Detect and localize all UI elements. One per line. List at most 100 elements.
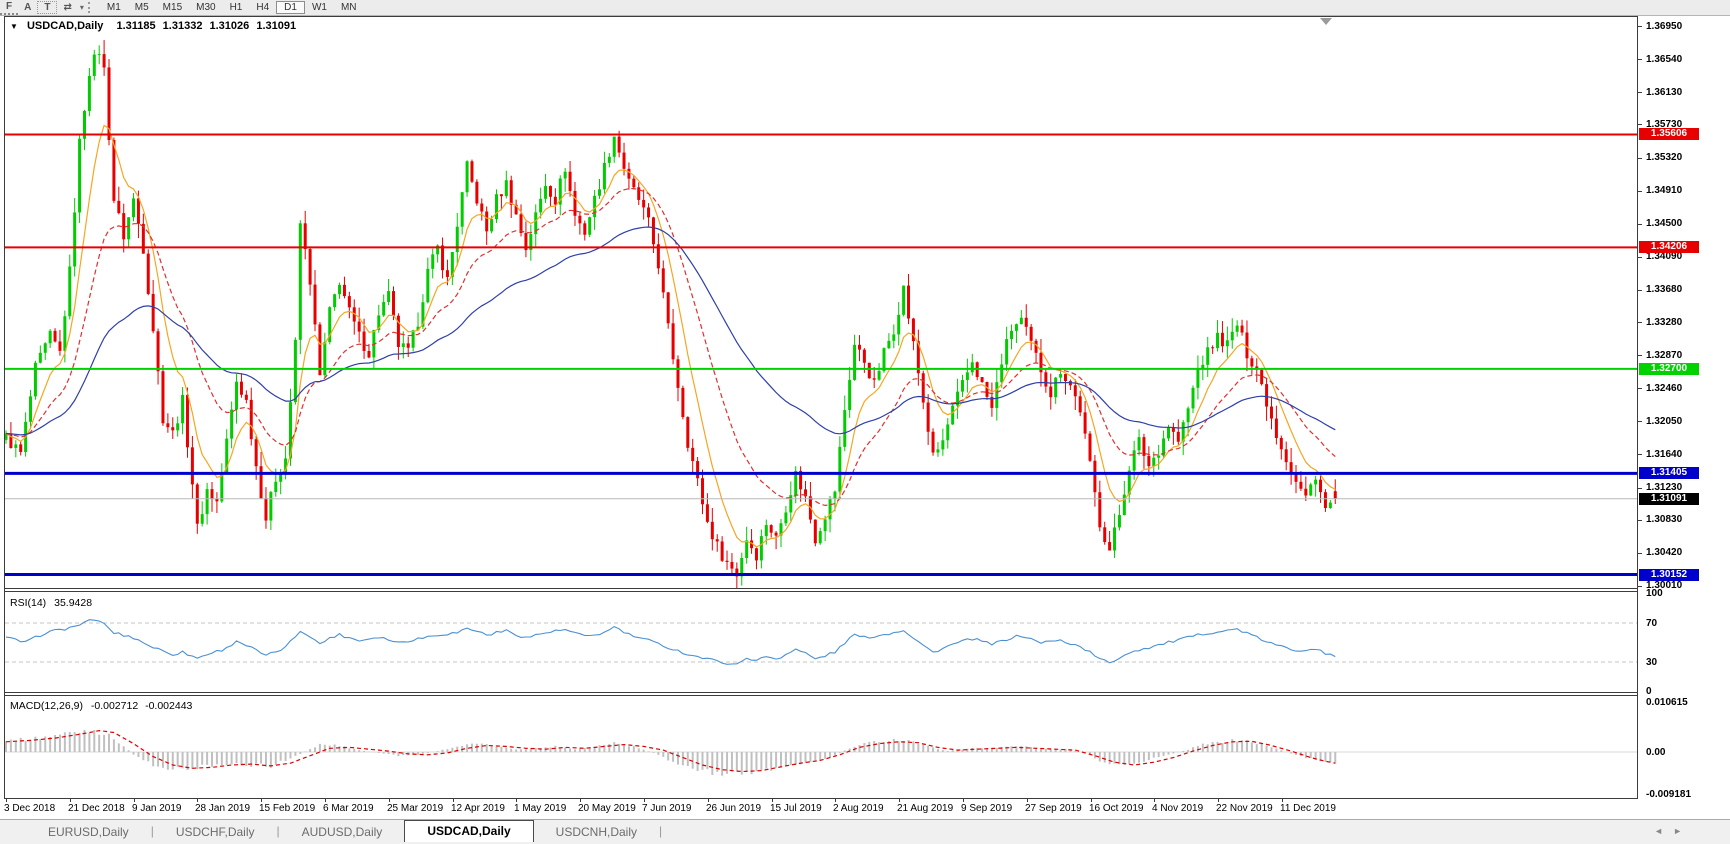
fibonacci-tool-icon[interactable]: F <box>0 0 19 15</box>
date-tick <box>899 798 900 802</box>
rsi-axis-label: 70 <box>1646 618 1658 629</box>
date-tick-label: 25 Mar 2019 <box>387 803 444 814</box>
tool-dropdown-caret-icon[interactable]: ▾ <box>79 3 84 12</box>
axis-tick <box>1637 553 1642 554</box>
axis-tick <box>1637 257 1642 258</box>
axis-tick <box>1637 388 1642 389</box>
price-chart-canvas[interactable] <box>5 17 1637 588</box>
tab-scroll-left-icon[interactable]: ◄ <box>1654 826 1674 836</box>
macd-name: MACD(12,26,9) <box>10 700 83 712</box>
axis-tick-label: 1.34500 <box>1646 218 1683 229</box>
date-tick <box>1091 798 1092 802</box>
shapes-tool-icon[interactable]: ⇄ <box>63 2 72 13</box>
tab-scroll-right-icon[interactable]: ► <box>1673 826 1692 836</box>
date-tick-label: 12 Apr 2019 <box>451 803 505 814</box>
date-tick <box>644 798 645 802</box>
date-tick <box>1154 798 1155 802</box>
axis-tick-label: 1.36130 <box>1646 87 1683 98</box>
axis-tick <box>1637 26 1642 27</box>
axis-tick <box>1637 59 1642 60</box>
date-tick <box>261 798 262 802</box>
axis-tick-label: 1.32460 <box>1646 383 1683 394</box>
price-level-badge: 1.34206 <box>1639 241 1699 253</box>
date-tick-label: 2 Aug 2019 <box>833 803 884 814</box>
main-rsi-separator-a[interactable] <box>4 588 1638 589</box>
chart-tab-usdcad[interactable]: USDCAD,Daily <box>404 820 534 842</box>
date-tick <box>772 798 773 802</box>
date-tick-label: 26 Jun 2019 <box>706 803 762 814</box>
ohlc-open: 1.31185 <box>116 20 156 32</box>
date-tick-label: 20 May 2019 <box>578 803 636 814</box>
tab-divider: | <box>659 824 663 838</box>
ohlc-low: 1.31026 <box>209 20 250 32</box>
date-tick <box>580 798 581 802</box>
chart-shift-marker-icon[interactable] <box>1320 18 1332 25</box>
date-tick-label: 21 Dec 2018 <box>68 803 125 814</box>
timeframe-m15-button[interactable]: M15 <box>162 2 183 13</box>
date-tick <box>6 798 7 802</box>
date-tick <box>1027 798 1028 802</box>
date-tick <box>325 798 326 802</box>
date-tick <box>453 798 454 802</box>
timeframe-m30-button[interactable]: M30 <box>196 2 216 13</box>
date-tick <box>1218 798 1219 802</box>
date-tick-label: 6 Mar 2019 <box>323 803 374 814</box>
symbol-dropdown-icon[interactable]: ▼ <box>10 22 18 31</box>
date-tick <box>963 798 964 802</box>
axis-tick-label: 1.32870 <box>1646 350 1683 361</box>
timeframe-mn-button[interactable]: MN <box>340 2 357 13</box>
chart-tab-eurusd[interactable]: EURUSD,Daily <box>48 825 129 839</box>
chart-axis-border <box>1637 16 1638 799</box>
date-tick <box>708 798 709 802</box>
chart-tab-usdcnh[interactable]: USDCNH,Daily <box>555 825 638 839</box>
date-tick <box>516 798 517 802</box>
date-tick-label: 7 Jun 2019 <box>642 803 692 814</box>
timeframe-h1-button[interactable]: H1 <box>229 2 243 13</box>
chart-tab-usdchf[interactable]: USDCHF,Daily <box>175 825 255 839</box>
rsi-chart-canvas[interactable] <box>5 592 1637 692</box>
chart-tab-audusd[interactable]: AUDUSD,Daily <box>301 825 383 839</box>
date-tick <box>70 798 71 802</box>
date-tick-label: 4 Nov 2019 <box>1152 803 1204 814</box>
toolbar-grip[interactable] <box>87 2 96 13</box>
date-tick-label: 3 Dec 2018 <box>4 803 56 814</box>
symbol-title: USDCAD,Daily <box>26 20 104 32</box>
axis-tick <box>1637 488 1642 489</box>
axis-tick-label: 1.36950 <box>1646 21 1683 32</box>
main-toolbar: F A T ⇄ ▾ M1 M5 M15 M30 H1 H4 D1 W1 MN <box>0 0 1730 16</box>
rsi-macd-separator-a[interactable] <box>4 692 1638 693</box>
axis-tick-label: 1.33280 <box>1646 317 1683 328</box>
rsi-axis-label: 0 <box>1646 686 1652 697</box>
tab-divider: | <box>150 824 154 838</box>
arrow-tool-icon[interactable]: A <box>24 2 32 13</box>
rsi-macd-separator-b[interactable] <box>4 695 1638 696</box>
timeframe-w1-button[interactable]: W1 <box>311 2 327 13</box>
text-tool-icon[interactable]: T <box>37 1 58 14</box>
axis-tick-label: 1.35320 <box>1646 152 1683 163</box>
timeframe-d1-button[interactable]: D1 <box>276 1 305 14</box>
rsi-label: RSI(14) 35.9428 <box>10 597 92 609</box>
tab-scroll-arrows: ◄► <box>1654 826 1692 836</box>
rsi-value: 35.9428 <box>54 597 93 609</box>
axis-tick-label: 1.34910 <box>1646 185 1683 196</box>
chart-tab-bar: EURUSD,Daily | USDCHF,Daily | AUDUSD,Daily US… <box>0 819 1730 842</box>
bid-price-badge: 1.31091 <box>1639 493 1699 505</box>
timeframe-m1-button[interactable]: M1 <box>106 2 121 13</box>
macd-axis-label: 0.00 <box>1646 747 1666 758</box>
chart-bottom-border <box>4 798 1638 799</box>
axis-tick-label: 1.36540 <box>1646 54 1683 65</box>
axis-tick-label: 1.30830 <box>1646 514 1683 525</box>
timeframe-h4-button[interactable]: H4 <box>256 2 270 13</box>
axis-tick <box>1637 586 1642 587</box>
axis-tick-label: 1.30420 <box>1646 547 1683 558</box>
date-tick-label: 1 May 2019 <box>514 803 567 814</box>
date-tick-label: 15 Jul 2019 <box>770 803 822 814</box>
macd-chart-canvas[interactable] <box>5 696 1637 798</box>
date-tick <box>835 798 836 802</box>
chart-top-border <box>4 16 1638 17</box>
axis-tick-label: 1.30010 <box>1646 580 1683 591</box>
timeframe-m5-button[interactable]: M5 <box>134 2 149 13</box>
axis-tick <box>1637 421 1642 422</box>
main-rsi-separator-b[interactable] <box>4 591 1638 592</box>
axis-tick <box>1637 224 1642 225</box>
